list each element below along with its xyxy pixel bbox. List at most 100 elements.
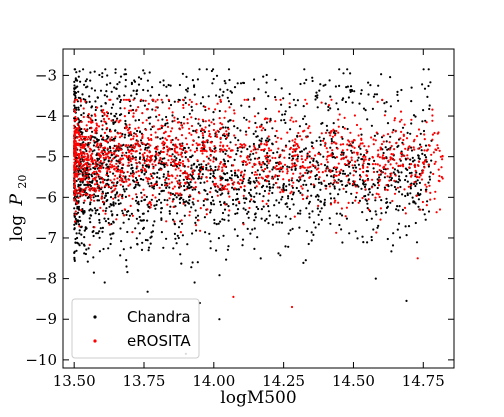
point-erosita	[85, 162, 88, 165]
point-erosita	[250, 198, 253, 201]
point-chandra	[226, 88, 229, 91]
point-erosita	[291, 150, 294, 154]
point-erosita	[394, 129, 397, 132]
point-erosita	[351, 145, 354, 148]
point-chandra	[143, 104, 146, 107]
point-erosita	[291, 139, 294, 142]
point-erosita	[431, 133, 434, 136]
point-chandra	[239, 82, 243, 85]
point-erosita	[342, 187, 345, 190]
point-erosita	[112, 197, 115, 200]
point-chandra	[299, 191, 302, 194]
point-chandra	[341, 183, 344, 186]
point-erosita	[219, 150, 222, 153]
point-erosita	[128, 174, 131, 178]
point-chandra	[305, 169, 308, 172]
point-chandra	[241, 146, 244, 149]
point-erosita	[106, 170, 109, 173]
point-chandra	[116, 97, 119, 100]
point-erosita	[166, 153, 169, 156]
point-chandra	[318, 89, 321, 92]
point-chandra	[221, 192, 224, 195]
point-chandra	[98, 236, 101, 239]
point-chandra	[180, 121, 183, 124]
point-chandra	[372, 95, 375, 98]
point-erosita	[103, 113, 106, 116]
point-chandra	[188, 112, 191, 115]
point-chandra	[243, 188, 246, 191]
point-erosita	[340, 168, 343, 171]
point-erosita	[83, 152, 86, 155]
point-chandra	[173, 194, 176, 197]
x-tick-label: 14.00	[192, 372, 235, 390]
point-erosita	[370, 136, 373, 139]
point-erosita	[171, 200, 174, 203]
point-chandra	[77, 211, 80, 214]
point-chandra	[236, 149, 239, 152]
point-chandra	[358, 178, 362, 181]
point-erosita	[179, 192, 182, 195]
point-erosita	[222, 145, 225, 148]
point-erosita	[425, 190, 428, 193]
point-erosita	[135, 135, 139, 138]
point-chandra	[314, 95, 317, 98]
point-chandra	[401, 193, 404, 196]
point-erosita	[395, 141, 398, 144]
point-erosita	[170, 174, 173, 177]
point-erosita	[78, 144, 81, 147]
point-erosita	[190, 100, 193, 104]
point-chandra	[140, 191, 143, 194]
point-chandra	[147, 166, 150, 169]
point-erosita	[207, 107, 210, 110]
point-chandra	[342, 169, 345, 173]
point-erosita	[227, 190, 230, 193]
point-chandra	[77, 75, 80, 78]
point-erosita	[218, 117, 221, 120]
point-chandra	[78, 244, 81, 247]
point-erosita	[167, 178, 170, 181]
point-erosita	[77, 164, 80, 167]
point-erosita	[191, 173, 195, 176]
point-erosita	[230, 179, 233, 182]
point-chandra	[143, 173, 146, 176]
point-chandra	[246, 148, 249, 151]
point-chandra	[354, 170, 358, 173]
point-erosita	[187, 175, 190, 178]
point-erosita	[143, 168, 146, 171]
point-chandra	[171, 192, 174, 196]
point-chandra	[83, 229, 86, 232]
point-chandra	[125, 259, 128, 262]
point-erosita	[301, 161, 305, 164]
point-chandra	[106, 191, 109, 195]
point-chandra	[427, 84, 430, 88]
point-erosita	[179, 153, 183, 156]
point-chandra	[412, 182, 416, 186]
point-chandra	[93, 207, 96, 210]
point-chandra	[260, 140, 263, 143]
y-tick-label: −6	[35, 188, 57, 206]
point-erosita	[107, 152, 110, 155]
point-chandra	[233, 158, 236, 161]
point-erosita	[114, 135, 117, 138]
point-erosita	[367, 145, 370, 148]
point-chandra	[156, 176, 159, 179]
point-erosita	[143, 151, 146, 155]
point-erosita	[376, 155, 379, 158]
point-chandra	[112, 122, 115, 125]
point-erosita	[342, 156, 346, 159]
point-chandra	[212, 68, 215, 71]
point-erosita	[423, 166, 426, 169]
point-chandra	[146, 219, 149, 222]
point-chandra	[385, 140, 388, 143]
point-chandra	[179, 196, 182, 200]
point-chandra	[233, 228, 236, 231]
point-erosita	[77, 155, 80, 158]
point-chandra	[363, 195, 366, 198]
point-chandra	[267, 199, 270, 202]
point-erosita	[77, 127, 80, 130]
point-erosita	[157, 154, 160, 157]
point-chandra	[260, 166, 263, 169]
y-tick-label: −5	[35, 148, 57, 166]
point-erosita	[243, 185, 246, 188]
point-chandra	[423, 154, 426, 157]
